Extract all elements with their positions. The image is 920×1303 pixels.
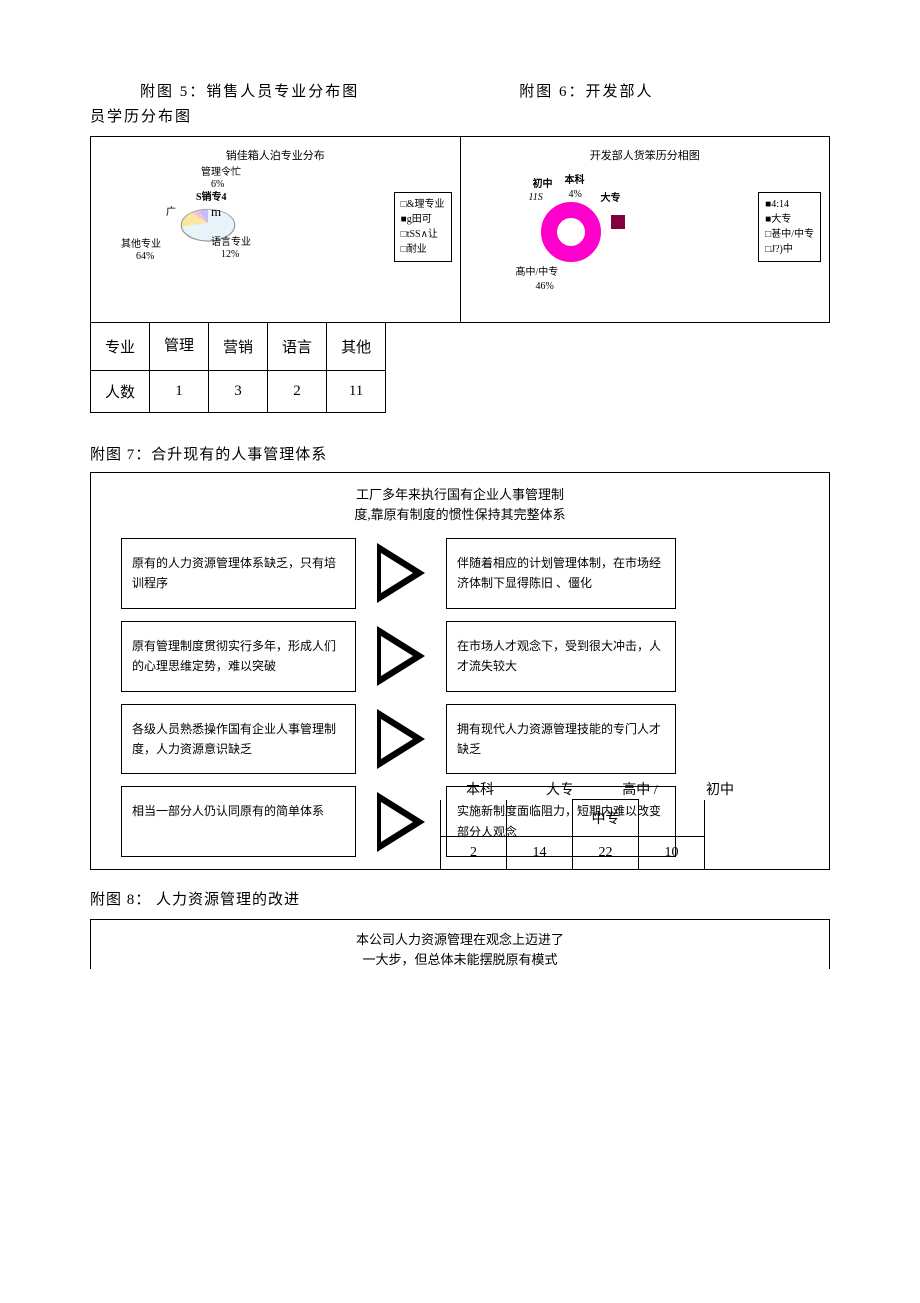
chart5-lbl-other-pct: 64%	[136, 251, 154, 262]
fig5-caption: 附图 5：销售人员专业分布图	[140, 80, 359, 101]
fig8-caption: 附图 8： 人力资源管理的改进	[90, 888, 830, 909]
chart5-lbl-lang: 语言专业	[211, 237, 251, 248]
diagram7-row: 原有管理制度贯彻实行多年，形成人们的心理思维定势，难以突破 在市场人才观念下，受…	[121, 621, 799, 692]
chart6-lbl-bk: 本科	[565, 175, 585, 186]
table5-v3: 11	[327, 371, 386, 413]
diagram7-top-l1: 工厂多年来执行国有企业人事管理制	[356, 487, 564, 502]
legend-item: □耐业	[401, 242, 445, 257]
table5-h1: 管理	[150, 323, 209, 371]
arrow-icon	[377, 709, 425, 769]
chart6-lbl-hs: 髙中/中专	[516, 267, 559, 278]
diagram8-l1: 本公司人力资源管理在观念上迈进了	[356, 932, 564, 947]
legend-item: □甚中/中专	[765, 227, 814, 242]
chart5-lbl-s: S销专4	[196, 192, 227, 203]
diagram7-row: 各级人员熟悉操作国有企业人事管理制度，人力资源意识缺乏 拥有现代人力资源管理技能…	[121, 704, 799, 775]
fig7-caption: 附图 7：合升现有的人事管理体系	[90, 443, 830, 464]
table5-v0: 1	[150, 371, 209, 413]
table6-v0: 2	[441, 837, 507, 870]
table6-empty	[507, 800, 573, 837]
fig6-caption: 附图 6：开发部人	[519, 80, 653, 101]
table5-v1: 3	[209, 371, 268, 413]
diagram7-top: 工厂多年来执行国有企业人事管理制 度,靠原有制度的惯性保持其完整体系	[121, 485, 799, 524]
arrow-icon	[377, 543, 425, 603]
table6-h0: 本科	[440, 779, 520, 799]
arrow-icon	[377, 626, 425, 686]
chart6-square	[611, 215, 625, 229]
chart5-lbl-lang-pct: 12%	[221, 249, 239, 260]
chart5-lbl-left: 广	[166, 207, 176, 218]
diagram7-left: 相当一部分人仍认同原有的简单体系	[121, 786, 356, 857]
diagram8-text: 本公司人力资源管理在观念上迈进了 一大步，但总体未能摆脱原有模式	[111, 930, 809, 969]
table6-h3: 初中	[680, 779, 760, 799]
chart5-cell: 销佳箱人泊专业分布 管理令忙 6% S销专4 m 广 其他专业 64% 语言专业…	[91, 137, 460, 322]
diagram8-box: 本公司人力资源管理在观念上迈进了 一大步，但总体未能摆脱原有模式	[90, 919, 830, 969]
legend-item: ■4:14	[765, 197, 814, 212]
chart5-legend: □&理专业 ■g田可 □tSS∧让 □耐业	[394, 192, 452, 262]
chart6-legend: ■4:14 ■大专 □甚中/中专 □J?)中	[758, 192, 821, 262]
table6-h2-l2: 中专	[573, 800, 639, 837]
arrow-icon	[377, 792, 425, 852]
table6-v1: 14	[507, 837, 573, 870]
chart6-lbl-dz: 大专	[601, 193, 621, 204]
arrow-wrap	[356, 538, 446, 609]
chart6-donut	[541, 202, 601, 262]
table5-h3: 语言	[268, 323, 327, 371]
diagram7-row: 原有的人力资源管理体系缺乏，只有培训程序 伴随着相应的计划管理体制，在市场经济体…	[121, 538, 799, 609]
diagram7-right: 拥有现代人力资源管理技能的专门人才缺乏	[446, 704, 676, 775]
chart6-lbl-hs-pct: 46%	[536, 281, 554, 292]
table5-v2: 2	[268, 371, 327, 413]
chart5-lbl-m: m	[211, 205, 221, 219]
chart5-title: 销佳箱人泊专业分布	[91, 137, 460, 163]
arrow-wrap	[356, 704, 446, 775]
chart5-lbl-top-pct: 6%	[211, 179, 224, 190]
chart6-lbl-bk-pct: 4%	[569, 189, 582, 200]
table5-h2: 营销	[209, 323, 268, 371]
table5-rowlabel: 人数	[91, 371, 150, 413]
diagram7-left: 原有的人力资源管理体系缺乏，只有培训程序	[121, 538, 356, 609]
table6-v2: 22	[573, 837, 639, 870]
table6-empty	[639, 800, 705, 837]
chart6-cell: 开发部人货笨历分相图 初中 11S 本科 4% 大专 髙中/中专 46% ■4:…	[460, 137, 830, 322]
table6-empty	[441, 800, 507, 837]
table6-headers: 本科 大专 高中 / 初中	[440, 779, 760, 799]
chart6-lbl-jr: 初中	[533, 179, 553, 190]
diagram7-left: 原有管理制度贯彻实行多年，形成人们的心理思维定势，难以突破	[121, 621, 356, 692]
legend-item: ■大专	[765, 212, 814, 227]
diagram7-right: 伴随着相应的计划管理体制，在市场经济体制下显得陈旧 、僵化	[446, 538, 676, 609]
chart5-lbl-other: 其他专业	[121, 239, 161, 250]
table5-h0: 专业	[91, 323, 150, 371]
fig6-caption-wrap: 员学历分布图	[90, 105, 830, 126]
table6-body: 中专 2 14 22 10	[440, 799, 705, 870]
legend-item: □tSS∧让	[401, 227, 445, 242]
diagram7-right: 在市场人才观念下，受到很大冲击，人才流失较大	[446, 621, 676, 692]
charts-container: 销佳箱人泊专业分布 管理令忙 6% S销专4 m 广 其他专业 64% 语言专业…	[90, 136, 830, 323]
diagram8-l2: 一大步，但总体未能摆脱原有模式	[362, 952, 557, 967]
arrow-wrap	[356, 786, 446, 857]
legend-item: □&理专业	[401, 197, 445, 212]
table6-v3: 10	[639, 837, 705, 870]
arrow-wrap	[356, 621, 446, 692]
chart5-lbl-top: 管理令忙	[201, 167, 241, 178]
table6-h1: 大专	[520, 779, 600, 799]
diagram7-top-l2: 度,靠原有制度的惯性保持其完整体系	[354, 507, 565, 522]
table5-h4: 其他	[327, 323, 386, 371]
chart6-title: 开发部人货笨历分相图	[461, 137, 830, 163]
chart6-lbl-jr-pct: 11S	[529, 192, 543, 203]
legend-item: □J?)中	[765, 242, 814, 257]
table5: 专业 管理 营销 语言 其他 人数 1 3 2 11	[90, 322, 386, 413]
legend-item: ■g田可	[401, 212, 445, 227]
table6-float: 本科 大专 高中 / 初中 中专 2 14 22 10	[440, 779, 760, 870]
table6-h2: 高中 /	[600, 779, 680, 799]
diagram7-left: 各级人员熟悉操作国有企业人事管理制度，人力资源意识缺乏	[121, 704, 356, 775]
